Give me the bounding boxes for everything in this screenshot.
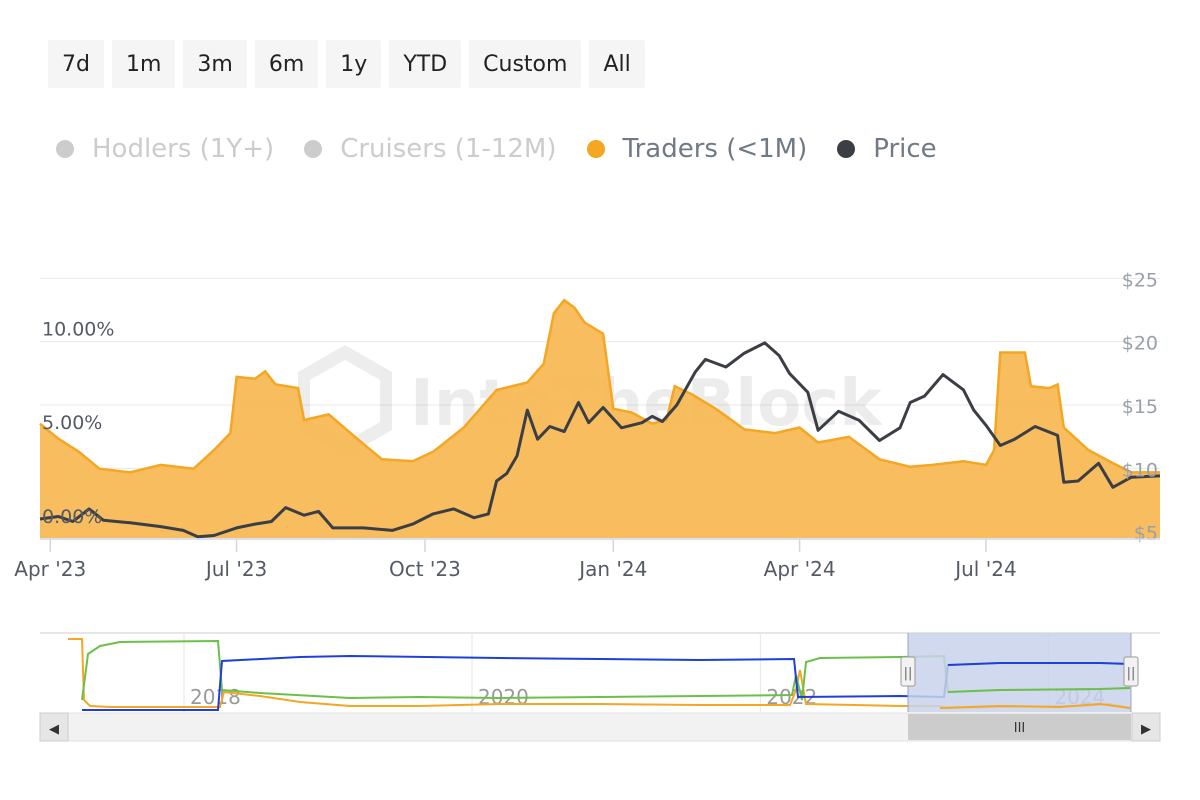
scroll-right-icon: ▶ xyxy=(1141,722,1151,737)
x-tick-label: Apr '23 xyxy=(14,557,86,581)
y-right-tick-label: $25 xyxy=(1122,269,1158,291)
scroll-left-button[interactable] xyxy=(39,712,69,742)
legend-dot-icon xyxy=(586,140,605,158)
legend-item-1[interactable]: Cruisers (1-12M) xyxy=(304,134,557,164)
handle-grip-icon xyxy=(1123,656,1139,687)
x-tick-label: Jul '24 xyxy=(953,557,1016,581)
y-right-tick-label: $20 xyxy=(1122,333,1158,355)
navigator-hodlers-line-selected xyxy=(947,662,1131,666)
traders-area xyxy=(40,300,1160,538)
y-left-tick-label: 5.00% xyxy=(42,412,102,434)
range-button-6m[interactable]: 6m xyxy=(254,40,319,88)
legend-item-2[interactable]: Traders (<1M) xyxy=(586,134,808,164)
range-button-custom[interactable]: Custom xyxy=(469,40,582,88)
handle-glyph: || xyxy=(1127,666,1136,681)
x-tick-label: Jan '24 xyxy=(577,557,647,581)
legend-label: Hodlers (1Y+) xyxy=(92,134,275,164)
range-button-all[interactable]: All xyxy=(589,40,645,88)
range-button-ytd[interactable]: YTD xyxy=(389,40,462,88)
handle-grip-icon xyxy=(900,656,916,687)
navigator-traders-line-selected xyxy=(939,702,1131,709)
navigator-scrollbar[interactable]: ◀ ▶ III xyxy=(39,712,1161,742)
range-button-1y[interactable]: 1y xyxy=(326,40,382,88)
legend-dot-icon xyxy=(837,140,856,158)
chart-legend: Hodlers (1Y+) Cruisers (1-12M) Traders (<1… xyxy=(56,134,967,164)
navigator-selection[interactable] xyxy=(908,633,1131,712)
traders-line xyxy=(39,298,1160,474)
range-selector: 7d 1m 3m 6m 1y YTD Custom All xyxy=(48,40,645,88)
price-line xyxy=(39,341,1161,539)
y-left-tick-label: 0.00% xyxy=(42,506,102,528)
navigator-cruisers-line-selected xyxy=(947,687,1131,693)
y-right-tick-label: $10 xyxy=(1122,459,1158,481)
handle-glyph: || xyxy=(904,666,913,681)
legend-dot-icon xyxy=(56,140,74,158)
legend-label: Traders (<1M) xyxy=(622,134,808,164)
scrollbar-grip-icon: III xyxy=(1014,721,1026,736)
y-right-tick-label: $5 xyxy=(1134,523,1158,545)
scroll-right-button[interactable] xyxy=(1131,712,1161,742)
legend-label: Price xyxy=(873,134,937,164)
range-button-7d[interactable]: 7d xyxy=(48,40,104,88)
navigator-left-handle[interactable]: || xyxy=(900,656,916,687)
range-button-3m[interactable]: 3m xyxy=(183,40,247,88)
legend-dot-icon xyxy=(304,140,323,158)
navigator-right-handle[interactable]: || xyxy=(1123,656,1139,687)
x-tick-label: Oct '23 xyxy=(389,557,461,581)
scroll-left-icon: ◀ xyxy=(49,722,59,737)
y-right-tick-label: $15 xyxy=(1122,396,1158,418)
range-button-1m[interactable]: 1m xyxy=(111,40,176,88)
legend-item-0[interactable]: Hodlers (1Y+) xyxy=(56,134,274,164)
navigator-year-label: 2018 xyxy=(190,685,241,709)
x-tick-label: Apr '24 xyxy=(764,557,836,581)
x-tick-label: Jul '23 xyxy=(204,557,267,581)
scrollbar-thumb[interactable] xyxy=(908,714,1131,740)
navigator: 2018202020222024|||| xyxy=(40,632,1160,712)
legend-item-3[interactable]: Price xyxy=(837,134,937,164)
y-left-tick-label: 10.00% xyxy=(42,319,114,341)
legend-label: Cruisers (1-12M) xyxy=(340,134,557,164)
